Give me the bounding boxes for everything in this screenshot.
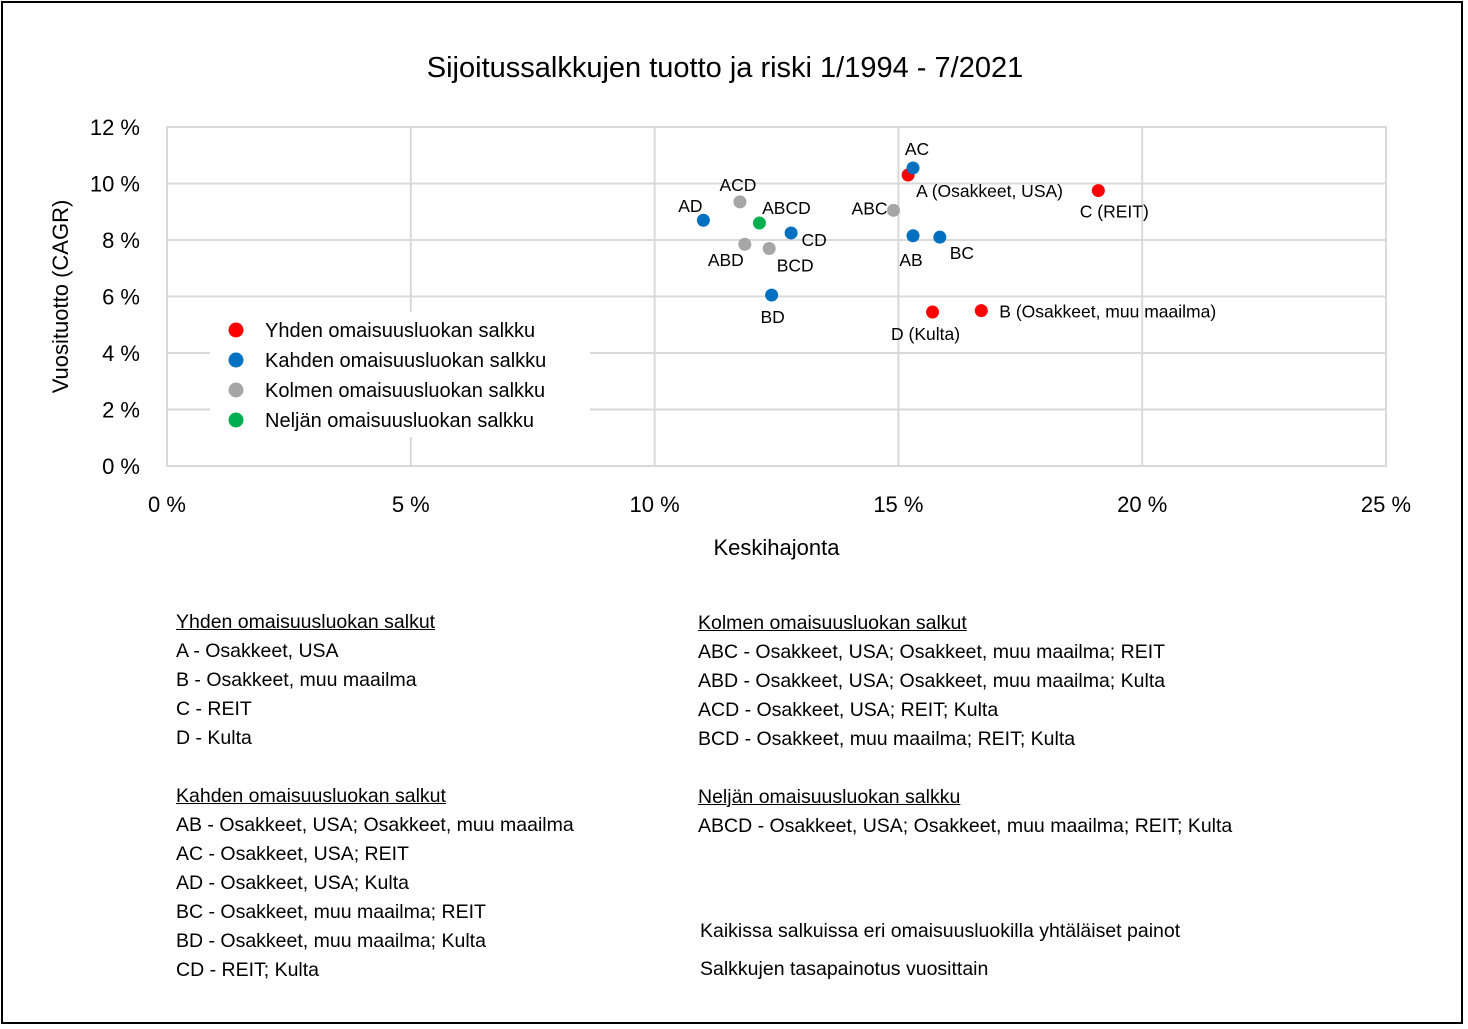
- data-label: C (REIT): [1080, 202, 1149, 222]
- data-point: [1091, 184, 1105, 198]
- x-tick-label: 10 %: [630, 492, 680, 517]
- footer-note: Salkkujen tasapainotus vuosittain: [700, 958, 989, 980]
- notes-heading: Neljän omaisuusluokan salkku: [698, 786, 961, 808]
- data-label: AB: [899, 250, 922, 270]
- legend-marker: [228, 322, 244, 338]
- notes-item: AC - Osakkeet, USA; REIT: [176, 843, 409, 865]
- data-point: [752, 216, 766, 230]
- legend-label: Kolmen omaisuusluokan salkku: [265, 380, 545, 402]
- data-label: AD: [678, 196, 702, 216]
- notes-heading: Kolmen omaisuusluokan salkut: [698, 612, 967, 634]
- footer-note: Kaikissa salkuissa eri omaisuusluokilla …: [700, 920, 1181, 942]
- data-point: [933, 230, 947, 244]
- x-tick-label: 5 %: [392, 492, 430, 517]
- legend-marker: [228, 412, 244, 428]
- notes-item: ABCD - Osakkeet, USA; Osakkeet, muu maai…: [698, 815, 1233, 837]
- y-axis-title: Vuosituotto (CAGR): [48, 200, 73, 394]
- data-label: ABC: [852, 198, 888, 218]
- data-label: AC: [905, 139, 929, 159]
- notes-item: BCD - Osakkeet, muu maailma; REIT; Kulta: [698, 728, 1076, 750]
- data-point: [974, 304, 988, 318]
- y-tick-label: 10 %: [90, 172, 140, 197]
- x-tick-label: 25 %: [1361, 492, 1411, 517]
- data-point: [733, 195, 747, 209]
- y-tick-label: 2 %: [102, 398, 140, 423]
- notes-heading: Kahden omaisuusluokan salkut: [176, 785, 446, 807]
- data-point: [906, 161, 920, 175]
- legend-marker: [228, 382, 244, 398]
- data-label: BC: [950, 243, 974, 263]
- data-label: D (Kulta): [891, 324, 960, 344]
- data-label: CD: [801, 230, 826, 250]
- notes-item: BD - Osakkeet, muu maailma; Kulta: [176, 930, 486, 952]
- y-tick-label: 0 %: [102, 454, 140, 479]
- legend-label: Yhden omaisuusluokan salkku: [265, 320, 535, 342]
- data-label: BCD: [777, 255, 814, 275]
- y-tick-label: 6 %: [102, 285, 140, 310]
- notes-item: D - Kulta: [176, 727, 252, 749]
- data-point: [765, 288, 779, 302]
- data-label: A (Osakkeet, USA): [916, 181, 1063, 201]
- legend-marker: [228, 352, 244, 368]
- notes-item: ACD - Osakkeet, USA; REIT; Kulta: [698, 699, 999, 721]
- data-point: [762, 241, 776, 255]
- data-label: BD: [760, 307, 784, 327]
- data-point: [784, 226, 798, 240]
- data-label: ABCD: [762, 198, 811, 218]
- chart-title: Sijoitussalkkujen tuotto ja riski 1/1994…: [426, 52, 1024, 84]
- x-tick-label: 15 %: [873, 492, 923, 517]
- x-axis-title: Keskihajonta: [714, 535, 841, 560]
- notes-left: Yhden omaisuusluokan salkut A - Osakkeet…: [176, 608, 574, 985]
- notes-item: ABD - Osakkeet, USA; Osakkeet, muu maail…: [698, 670, 1166, 692]
- data-point: [906, 229, 920, 243]
- data-label: ABD: [708, 250, 744, 270]
- y-tick-label: 4 %: [102, 341, 140, 366]
- data-label: ACD: [719, 175, 756, 195]
- notes-item: A - Osakkeet, USA: [176, 640, 339, 662]
- notes-item: AB - Osakkeet, USA; Osakkeet, muu maailm…: [176, 814, 574, 836]
- notes-item: AD - Osakkeet, USA; Kulta: [176, 872, 410, 894]
- legend-label: Kahden omaisuusluokan salkku: [265, 350, 546, 372]
- notes-item: B - Osakkeet, muu maailma: [176, 669, 417, 691]
- data-point: [887, 203, 901, 217]
- legend-box: [210, 312, 590, 437]
- data-point: [926, 305, 940, 319]
- y-tick-label: 8 %: [102, 228, 140, 253]
- notes-heading: Yhden omaisuusluokan salkut: [176, 611, 436, 633]
- x-tick-label: 20 %: [1117, 492, 1167, 517]
- y-tick-label: 12 %: [90, 115, 140, 140]
- x-tick-label: 0 %: [148, 492, 186, 517]
- notes-item: BC - Osakkeet, muu maailma; REIT: [176, 901, 486, 923]
- notes-item: ABC - Osakkeet, USA; Osakkeet, muu maail…: [698, 641, 1166, 663]
- legend-label: Neljän omaisuusluokan salkku: [265, 410, 534, 432]
- scatter-chart: 0 % 2 % 4 % 6 % 8 % 10 % 12 % 0 % 5 % 10 % 15 % 20 …: [48, 115, 1411, 560]
- data-point: [696, 213, 710, 227]
- notes-item: CD - REIT; Kulta: [176, 959, 320, 981]
- data-label: B (Osakkeet, muu maailma): [999, 302, 1216, 322]
- notes-right: Kolmen omaisuusluokan salkut ABC - Osakk…: [698, 609, 1232, 841]
- data-point: [738, 237, 752, 251]
- notes-item: C - REIT: [176, 698, 252, 720]
